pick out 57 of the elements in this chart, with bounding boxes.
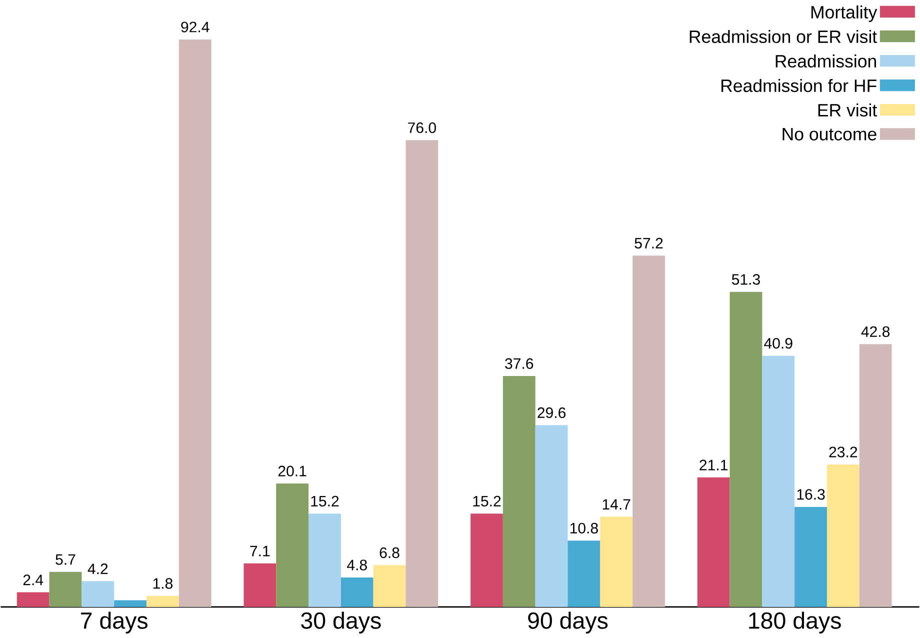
x-tick-label: 30 days	[301, 612, 381, 634]
data-label: 15.2	[311, 496, 339, 506]
bar	[632, 256, 665, 607]
bar	[82, 581, 114, 607]
bar	[794, 506, 827, 607]
legend-label: Readmission or ER visit	[690, 30, 877, 44]
data-label: 15.2	[473, 496, 501, 506]
bar	[340, 577, 374, 607]
bar	[600, 516, 633, 607]
bar	[178, 39, 212, 607]
data-label: 5.7	[56, 554, 76, 565]
data-label: 92.4	[181, 22, 210, 32]
bar	[470, 514, 503, 607]
data-label: 10.8	[570, 522, 598, 534]
bar	[373, 565, 406, 607]
bar	[730, 292, 762, 607]
data-label: 6.8	[380, 547, 400, 558]
data-label: 14.7	[602, 499, 630, 510]
data-label: 7.1	[250, 546, 270, 556]
bar	[568, 540, 600, 607]
legend-label: Mortality	[811, 5, 878, 22]
data-label: 16.3	[797, 489, 825, 500]
bar	[826, 464, 860, 607]
data-label: 37.6	[505, 358, 534, 369]
bar	[276, 483, 309, 607]
data-label: 20.1	[278, 466, 306, 476]
bar	[146, 596, 179, 607]
bar	[762, 356, 795, 607]
data-label: 76.0	[408, 122, 436, 134]
data-label: 21.1	[700, 460, 728, 470]
data-label: 57.2	[634, 238, 663, 249]
bar	[535, 425, 568, 607]
legend-label: Readmission	[776, 54, 876, 68]
data-label: 4.2	[88, 564, 108, 574]
bar	[49, 572, 82, 607]
bar	[697, 477, 730, 607]
bar	[406, 140, 438, 607]
legend-label: No outcome	[782, 128, 876, 140]
data-label: 1.8	[153, 578, 172, 589]
legend-label: Readmission for HF	[721, 79, 876, 92]
bar	[502, 376, 536, 607]
data-label: 2.4	[23, 574, 44, 586]
data-label: 51.3	[732, 274, 760, 285]
bar	[244, 563, 276, 607]
bar	[859, 344, 892, 607]
data-label: 23.2	[829, 446, 858, 458]
bar	[16, 592, 50, 607]
x-tick-label: 90 days	[528, 612, 608, 634]
data-label: 40.9	[764, 338, 792, 349]
bar	[114, 600, 147, 607]
x-tick-label: 180 days	[749, 612, 841, 634]
legend-label: ER visit	[818, 104, 878, 117]
data-label: 4.8	[347, 560, 367, 570]
bar	[308, 514, 341, 607]
data-label: 42.8	[861, 326, 890, 337]
x-tick-label: 7 days	[81, 612, 148, 634]
data-label: 29.6	[538, 407, 566, 418]
